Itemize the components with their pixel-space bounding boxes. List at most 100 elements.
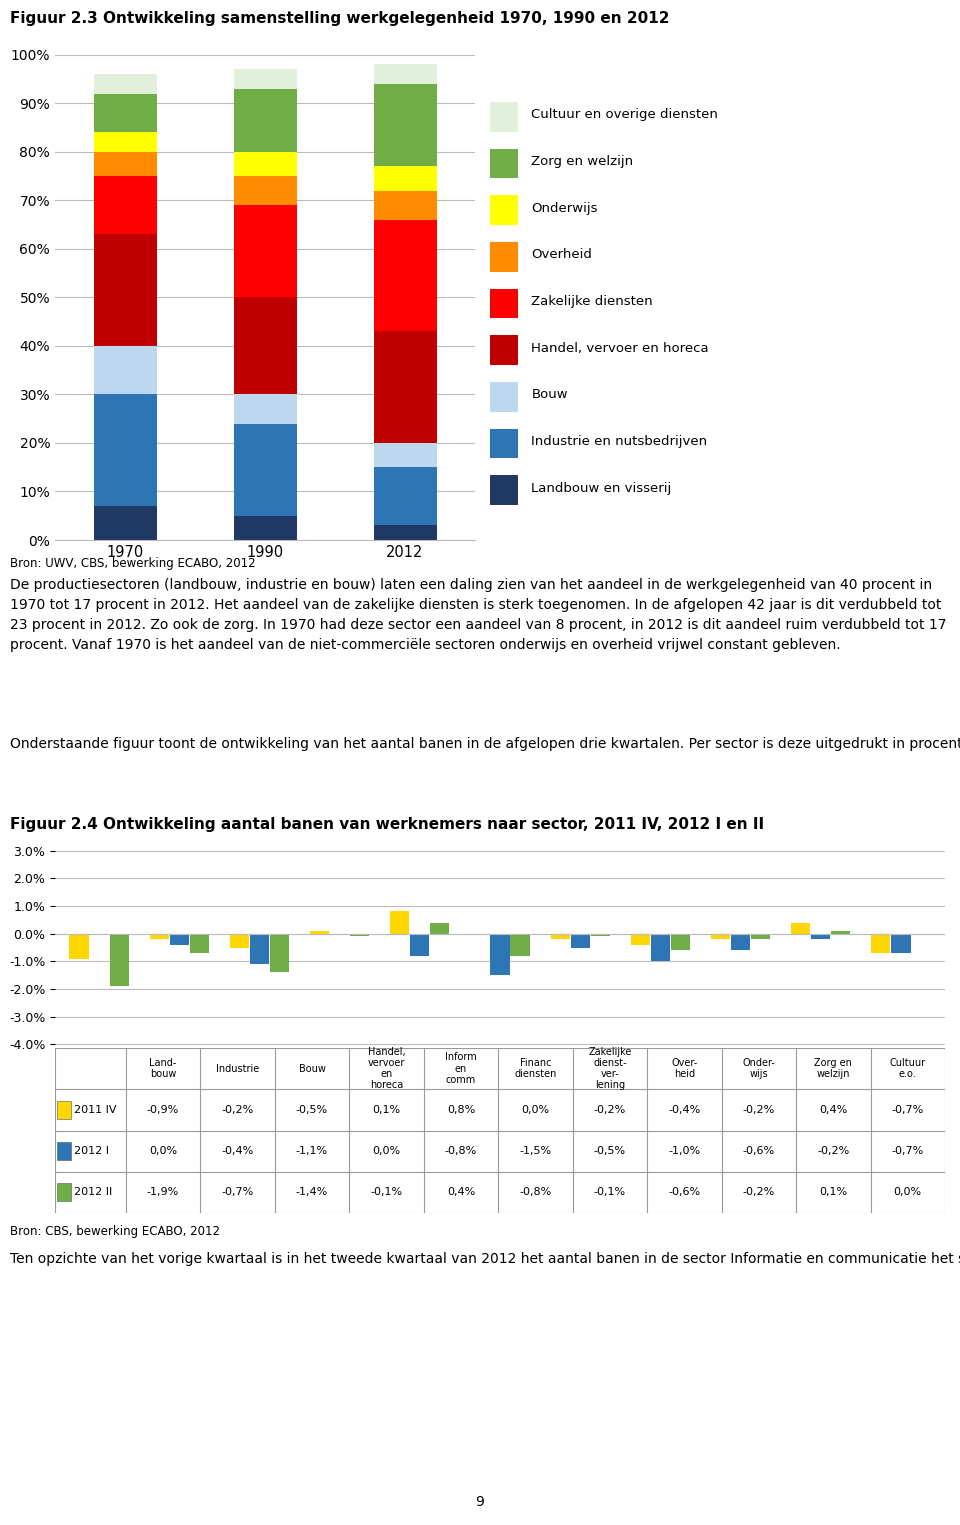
Text: -1,0%: -1,0% [668, 1147, 701, 1156]
Text: -0,7%: -0,7% [892, 1147, 924, 1156]
FancyBboxPatch shape [490, 242, 517, 271]
Text: Figuur 2.3 Ontwikkeling samenstelling werkgelegenheid 1970, 1990 en 2012: Figuur 2.3 Ontwikkeling samenstelling we… [10, 12, 669, 26]
Bar [373, 191, 437, 220]
Bar [410, 933, 429, 956]
Bar [731, 933, 750, 950]
FancyBboxPatch shape [490, 149, 517, 178]
Bar [430, 923, 449, 933]
Bar [751, 933, 770, 939]
Text: -1,4%: -1,4% [296, 1188, 328, 1197]
Bar [58, 1183, 71, 1202]
Bar [651, 933, 670, 961]
Text: Bouw: Bouw [532, 389, 568, 401]
Bar [811, 933, 830, 939]
Text: Ten opzichte van het vorige kwartaal is in het tweede kwartaal van 2012 het aant: Ten opzichte van het vorige kwartaal is … [10, 1252, 960, 1266]
Bar [233, 175, 297, 206]
Bar [671, 933, 690, 950]
Bar [390, 912, 409, 933]
Text: -0,7%: -0,7% [892, 1106, 924, 1115]
Text: Bron: UWV, CBS, bewerking ECABO, 2012: Bron: UWV, CBS, bewerking ECABO, 2012 [10, 557, 255, 569]
Text: -0,2%: -0,2% [743, 1188, 775, 1197]
Text: -1,5%: -1,5% [519, 1147, 551, 1156]
Bar [93, 175, 156, 235]
Bar [58, 1142, 71, 1161]
Bar [170, 933, 189, 944]
Text: Inform
en
comm: Inform en comm [445, 1052, 477, 1084]
Bar [373, 220, 437, 331]
Bar [373, 166, 437, 191]
Bar [373, 526, 437, 540]
Text: 0,0%: 0,0% [149, 1147, 177, 1156]
Text: De productiesectoren (landbouw, industrie en bouw) laten een daling zien van het: De productiesectoren (landbouw, industri… [10, 578, 947, 653]
Text: Cultuur
e.o.: Cultuur e.o. [890, 1058, 925, 1080]
Text: 0,0%: 0,0% [894, 1188, 922, 1197]
Text: Landbouw en visserij: Landbouw en visserij [532, 482, 672, 494]
Text: 0,8%: 0,8% [446, 1106, 475, 1115]
Text: Handel,
vervoer
en
horeca: Handel, vervoer en horeca [368, 1046, 405, 1090]
Text: Overheid: Overheid [532, 249, 592, 261]
Bar [93, 75, 156, 93]
FancyBboxPatch shape [490, 336, 517, 364]
Bar [93, 133, 156, 152]
Text: Onderstaande figuur toont de ontwikkeling van het aantal banen in de afgelopen d: Onderstaande figuur toont de ontwikkelin… [10, 737, 960, 750]
Text: 0,1%: 0,1% [372, 1106, 400, 1115]
Text: 0,0%: 0,0% [372, 1147, 400, 1156]
Text: Onderwijs: Onderwijs [532, 201, 598, 215]
Bar [631, 933, 650, 944]
Bar [93, 346, 156, 395]
Bar [791, 923, 810, 933]
Text: -0,8%: -0,8% [519, 1188, 551, 1197]
Bar [590, 933, 610, 936]
Text: Figuur 2.4 Ontwikkeling aantal banen van werknemers naar sector, 2011 IV, 2012 I: Figuur 2.4 Ontwikkeling aantal banen van… [10, 817, 764, 833]
Bar [109, 933, 129, 987]
Text: Zorg en
welzijn: Zorg en welzijn [814, 1058, 852, 1080]
Bar [233, 395, 297, 424]
FancyBboxPatch shape [490, 383, 517, 412]
Bar [250, 933, 269, 964]
Bar [570, 933, 589, 947]
Bar [373, 64, 437, 84]
Text: -0,4%: -0,4% [668, 1106, 701, 1115]
Text: -0,5%: -0,5% [296, 1106, 328, 1115]
Bar [233, 152, 297, 175]
FancyBboxPatch shape [490, 195, 517, 224]
Bar [233, 206, 297, 297]
Bar [233, 424, 297, 515]
Bar [373, 331, 437, 442]
Text: Cultuur en overige diensten: Cultuur en overige diensten [532, 108, 718, 120]
Bar [350, 933, 370, 936]
Text: Zakelijke
dienst-
ver-
lening: Zakelijke dienst- ver- lening [588, 1046, 632, 1090]
FancyBboxPatch shape [490, 429, 517, 458]
Bar [710, 933, 731, 939]
Text: -0,2%: -0,2% [222, 1106, 253, 1115]
Text: -0,6%: -0,6% [668, 1188, 701, 1197]
Text: 0,4%: 0,4% [446, 1188, 475, 1197]
Text: Land-
bouw: Land- bouw [150, 1058, 177, 1080]
Bar [150, 933, 169, 939]
Bar [58, 1101, 71, 1119]
Bar [511, 933, 530, 956]
Text: -0,2%: -0,2% [817, 1147, 850, 1156]
Bar [310, 930, 329, 933]
Text: Bron: CBS, bewerking ECABO, 2012: Bron: CBS, bewerking ECABO, 2012 [10, 1226, 220, 1238]
Text: -0,6%: -0,6% [743, 1147, 775, 1156]
Text: -0,2%: -0,2% [593, 1106, 626, 1115]
Bar [190, 933, 209, 953]
Bar [831, 930, 851, 933]
Text: -0,2%: -0,2% [743, 1106, 775, 1115]
Bar [373, 442, 437, 467]
Bar [872, 933, 891, 953]
Bar [233, 88, 297, 152]
Text: Over-
heid: Over- heid [671, 1058, 698, 1080]
Bar [270, 933, 289, 973]
Text: Handel, vervoer en horeca: Handel, vervoer en horeca [532, 342, 709, 354]
FancyBboxPatch shape [490, 476, 517, 505]
Text: -0,1%: -0,1% [594, 1188, 626, 1197]
Text: 2012 I: 2012 I [74, 1147, 109, 1156]
Bar [491, 933, 510, 974]
Bar [93, 506, 156, 540]
FancyBboxPatch shape [490, 102, 517, 131]
Bar [233, 297, 297, 395]
Text: Bouw: Bouw [299, 1063, 325, 1074]
Text: Financ
diensten: Financ diensten [515, 1058, 557, 1080]
